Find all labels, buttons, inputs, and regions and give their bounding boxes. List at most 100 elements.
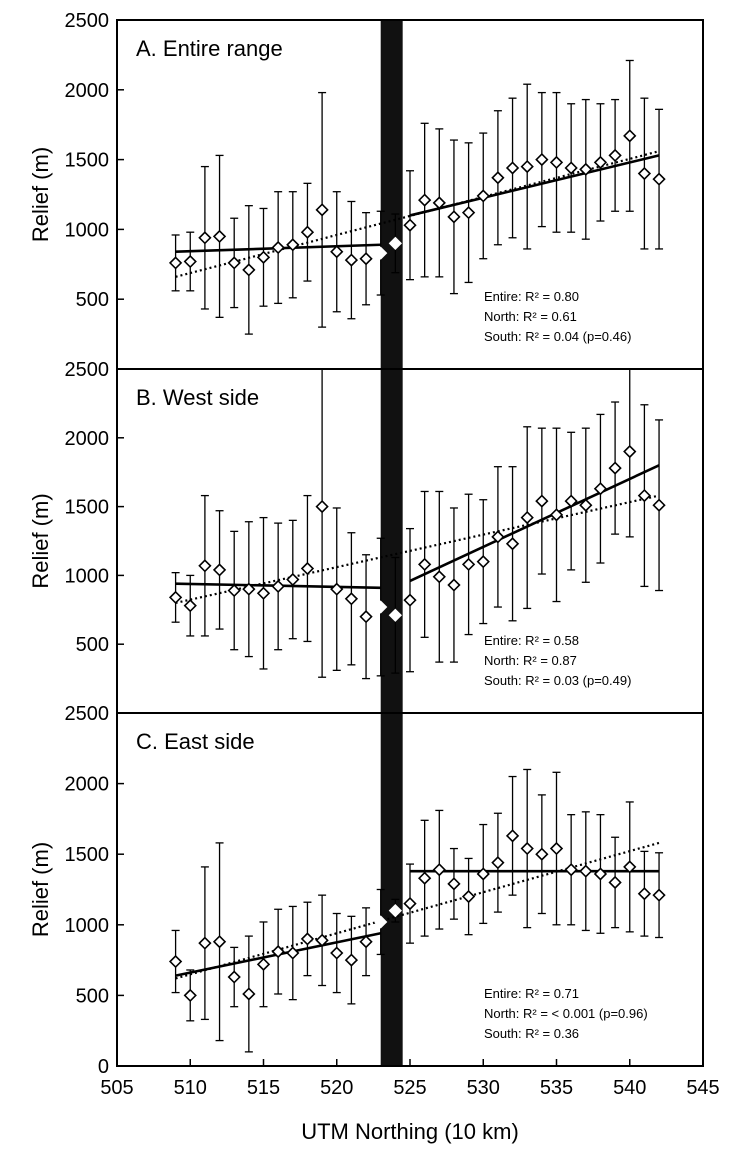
y-tick-label: 500	[76, 634, 109, 656]
data-point	[418, 193, 432, 207]
data-point	[374, 915, 388, 929]
data-point	[623, 444, 637, 459]
data-point	[388, 608, 402, 622]
data-point	[359, 252, 373, 266]
data-point	[315, 203, 329, 217]
dark-band	[380, 369, 403, 713]
data-point	[637, 887, 652, 901]
data-point	[374, 246, 388, 260]
data-point	[315, 933, 329, 947]
data-point	[549, 155, 564, 170]
fit-line-north	[409, 154, 660, 217]
panel-2: 0 500 1000 1500 2000 2500 Relief (m) C. East si…	[28, 703, 704, 1078]
data-point	[286, 946, 300, 960]
stats-line: Entire: R² = 0.71	[484, 986, 579, 1001]
data-point	[535, 494, 549, 508]
stats-line: Entire: R² = 0.58	[484, 633, 579, 648]
data-point	[505, 829, 520, 843]
data-point	[579, 162, 593, 177]
data-point	[212, 935, 227, 949]
data-point	[271, 579, 285, 594]
y-axis-title: Relief (m)	[28, 147, 53, 242]
data-point	[256, 586, 271, 600]
data-point	[198, 936, 212, 950]
data-point	[652, 172, 666, 186]
data-point	[330, 245, 344, 259]
panel-title: A. Entire range	[136, 36, 283, 61]
y-tick-label: 2500	[65, 10, 110, 32]
data-point	[608, 461, 622, 475]
data-point	[242, 582, 256, 596]
data-point	[403, 593, 417, 607]
data-point	[183, 254, 197, 269]
y-axis-title: Relief (m)	[28, 493, 53, 588]
data-point	[286, 572, 300, 587]
data-point	[652, 888, 666, 902]
data-point	[418, 557, 432, 572]
y-tick-label: 1000	[65, 219, 110, 241]
x-tick-label: 510	[174, 1077, 207, 1099]
data-point	[593, 155, 608, 170]
data-point	[520, 841, 534, 856]
data-point	[256, 250, 271, 264]
panel-title: B. West side	[136, 385, 259, 410]
data-point	[359, 935, 373, 949]
y-tick-label: 2000	[65, 80, 110, 102]
y-tick-label: 1500	[65, 150, 110, 172]
data-point	[388, 236, 402, 250]
stats-line: North: R² = 0.87	[484, 653, 577, 668]
data-point	[227, 583, 241, 598]
data-point	[491, 530, 505, 544]
data-point	[388, 904, 402, 918]
y-tick-label: 2500	[65, 703, 110, 725]
data-point	[564, 161, 578, 175]
y-tick-label: 2000	[65, 428, 110, 450]
data-point	[461, 889, 476, 904]
fit-line-north	[409, 464, 660, 583]
y-tick-label: 1000	[65, 565, 110, 587]
data-point	[535, 847, 549, 861]
data-point	[198, 231, 212, 245]
data-point	[432, 863, 446, 877]
stats-line: South: R² = 0.36	[484, 1026, 579, 1041]
data-point	[549, 508, 564, 522]
data-point	[315, 499, 329, 514]
x-tick-label: 520	[320, 1077, 353, 1099]
y-tick-label: 1000	[65, 915, 110, 937]
data-point	[491, 171, 505, 185]
data-point	[608, 875, 622, 890]
data-point	[403, 218, 417, 232]
data-point	[344, 953, 359, 967]
x-tick-label: 535	[540, 1077, 573, 1099]
data-point	[432, 196, 446, 210]
x-tick-label: 505	[100, 1077, 133, 1099]
data-point	[300, 225, 315, 239]
panel-title: C. East side	[136, 729, 255, 754]
data-point	[623, 129, 637, 143]
panel-0: 500 1000 1500 2000 2500 Relief (m) A. Entire r…	[28, 10, 704, 370]
x-tick-label: 530	[467, 1077, 500, 1099]
data-point	[579, 864, 593, 878]
data-point	[183, 599, 197, 613]
y-tick-label: 1500	[65, 497, 110, 519]
data-point	[564, 863, 578, 877]
data-point	[359, 610, 373, 624]
data-point	[212, 229, 227, 244]
data-point	[183, 988, 197, 1003]
data-point	[608, 148, 622, 163]
data-point	[505, 161, 520, 175]
data-point	[549, 841, 564, 856]
fit-line-entire	[175, 150, 660, 278]
data-point	[447, 210, 461, 224]
data-point	[242, 987, 256, 1001]
stats-line: Entire: R² = 0.80	[484, 289, 579, 304]
data-point	[432, 570, 446, 584]
y-axis-title: Relief (m)	[28, 842, 53, 937]
data-point	[476, 189, 490, 203]
data-point	[637, 488, 652, 503]
stats-line: South: R² = 0.03 (p=0.49)	[484, 673, 631, 688]
x-axis: 505 510 515 520 525 530 535 540 545	[100, 1059, 720, 1099]
data-point	[168, 590, 183, 605]
data-point	[447, 877, 461, 891]
